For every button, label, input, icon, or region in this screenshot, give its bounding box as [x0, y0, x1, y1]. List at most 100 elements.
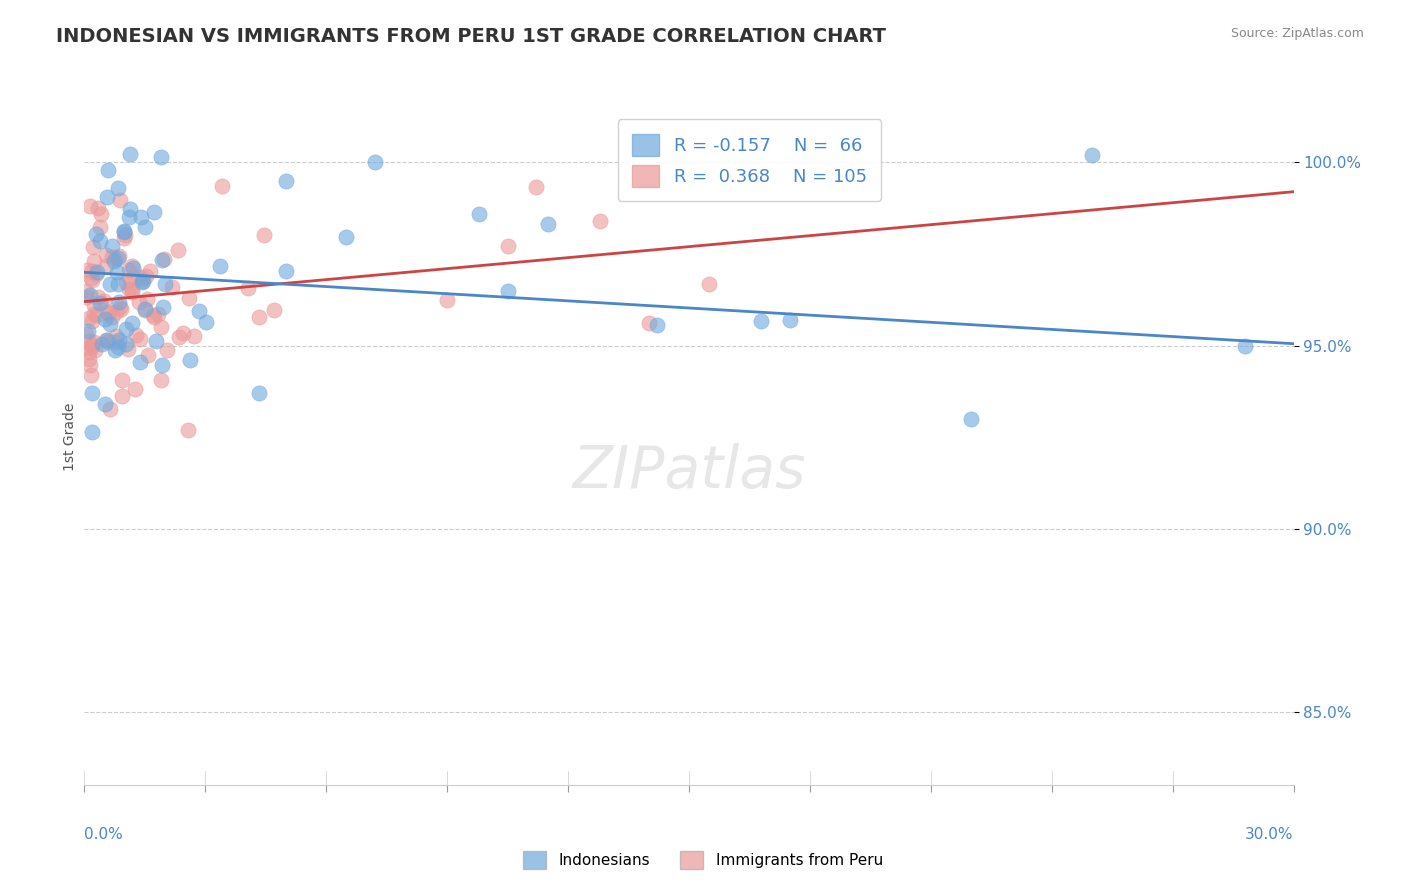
- Immigrants from Peru: [84, 343, 107, 357]
- Indonesians: [121, 317, 143, 331]
- Indonesians: [84, 227, 107, 241]
- Immigrants from Peru: [108, 249, 131, 263]
- Indonesians: [779, 312, 801, 326]
- Indonesians: [89, 234, 111, 248]
- Immigrants from Peru: [118, 263, 141, 277]
- Immigrants from Peru: [128, 294, 150, 309]
- Text: 0.0%: 0.0%: [84, 827, 124, 842]
- Immigrants from Peru: [236, 281, 259, 295]
- Indonesians: [1234, 338, 1257, 352]
- Indonesians: [150, 252, 173, 267]
- Indonesians: [114, 337, 136, 351]
- Immigrants from Peru: [80, 339, 103, 353]
- Immigrants from Peru: [120, 272, 142, 286]
- Immigrants from Peru: [118, 282, 141, 296]
- Indonesians: [645, 318, 668, 333]
- Immigrants from Peru: [121, 285, 143, 299]
- Indonesians: [274, 264, 297, 278]
- Immigrants from Peru: [211, 178, 233, 193]
- Indonesians: [335, 229, 357, 244]
- Immigrants from Peru: [86, 308, 108, 322]
- Immigrants from Peru: [94, 333, 117, 347]
- Indonesians: [143, 205, 166, 219]
- Indonesians: [86, 265, 108, 279]
- Immigrants from Peru: [156, 343, 179, 358]
- Immigrants from Peru: [96, 248, 118, 262]
- Legend: Indonesians, Immigrants from Peru: Indonesians, Immigrants from Peru: [517, 845, 889, 875]
- Indonesians: [105, 265, 128, 279]
- Indonesians: [115, 322, 138, 336]
- Immigrants from Peru: [179, 291, 201, 305]
- Indonesians: [94, 312, 117, 326]
- Immigrants from Peru: [79, 359, 101, 373]
- Indonesians: [104, 343, 127, 357]
- Text: INDONESIAN VS IMMIGRANTS FROM PERU 1ST GRADE CORRELATION CHART: INDONESIAN VS IMMIGRANTS FROM PERU 1ST G…: [56, 27, 886, 45]
- Immigrants from Peru: [101, 310, 124, 325]
- Indonesians: [179, 352, 201, 367]
- Indonesians: [107, 252, 129, 266]
- Immigrants from Peru: [131, 272, 153, 286]
- Immigrants from Peru: [129, 332, 152, 346]
- Immigrants from Peru: [124, 328, 146, 343]
- Immigrants from Peru: [97, 304, 120, 318]
- Immigrants from Peru: [75, 290, 97, 304]
- Immigrants from Peru: [110, 301, 132, 315]
- Text: Source: ZipAtlas.com: Source: ZipAtlas.com: [1230, 27, 1364, 40]
- Immigrants from Peru: [121, 260, 143, 274]
- Immigrants from Peru: [153, 252, 176, 266]
- Indonesians: [97, 163, 120, 178]
- Indonesians: [107, 277, 129, 291]
- Indonesians: [187, 304, 209, 318]
- Immigrants from Peru: [138, 264, 160, 278]
- Indonesians: [96, 189, 118, 203]
- Immigrants from Peru: [135, 292, 157, 306]
- Indonesians: [108, 333, 131, 347]
- Immigrants from Peru: [110, 302, 132, 317]
- Immigrants from Peru: [162, 280, 184, 294]
- Immigrants from Peru: [83, 335, 105, 350]
- Indonesians: [134, 219, 156, 234]
- Indonesians: [77, 324, 100, 338]
- Indonesians: [1081, 148, 1104, 162]
- Immigrants from Peru: [90, 206, 112, 220]
- Immigrants from Peru: [75, 341, 97, 355]
- Immigrants from Peru: [79, 310, 101, 325]
- Indonesians: [468, 207, 491, 221]
- Indonesians: [112, 225, 135, 239]
- Indonesians: [274, 174, 297, 188]
- Indonesians: [80, 425, 103, 440]
- Indonesians: [145, 334, 167, 349]
- Immigrants from Peru: [105, 328, 128, 343]
- Indonesians: [150, 358, 173, 372]
- Immigrants from Peru: [112, 231, 135, 245]
- Immigrants from Peru: [82, 339, 104, 353]
- Y-axis label: 1st Grade: 1st Grade: [63, 403, 77, 471]
- Immigrants from Peru: [76, 263, 98, 277]
- Indonesians: [100, 239, 122, 253]
- Immigrants from Peru: [135, 268, 157, 283]
- Immigrants from Peru: [83, 297, 105, 311]
- Indonesians: [363, 155, 385, 169]
- Immigrants from Peru: [93, 293, 115, 308]
- Immigrants from Peru: [148, 307, 170, 321]
- Immigrants from Peru: [134, 302, 156, 317]
- Immigrants from Peru: [97, 334, 120, 349]
- Immigrants from Peru: [436, 293, 458, 307]
- Indonesians: [155, 277, 177, 291]
- Immigrants from Peru: [128, 270, 150, 285]
- Indonesians: [150, 150, 173, 164]
- Immigrants from Peru: [80, 314, 103, 328]
- Immigrants from Peru: [97, 306, 120, 320]
- Indonesians: [131, 275, 153, 289]
- Immigrants from Peru: [496, 239, 519, 253]
- Immigrants from Peru: [77, 352, 100, 367]
- Indonesians: [107, 181, 129, 195]
- Indonesians: [107, 340, 129, 354]
- Indonesians: [79, 288, 101, 302]
- Immigrants from Peru: [149, 373, 172, 387]
- Immigrants from Peru: [77, 345, 100, 359]
- Immigrants from Peru: [75, 285, 97, 299]
- Indonesians: [131, 210, 153, 224]
- Indonesians: [129, 355, 152, 369]
- Immigrants from Peru: [111, 389, 134, 403]
